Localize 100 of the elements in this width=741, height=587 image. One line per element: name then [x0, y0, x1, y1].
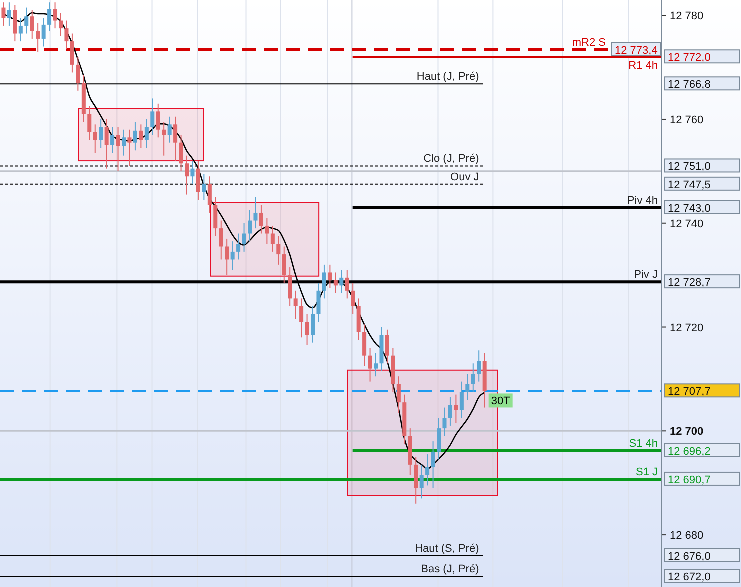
candlestick [414, 456, 418, 504]
candlestick [316, 282, 321, 323]
candlestick [42, 18, 46, 48]
candlestick [93, 124, 98, 154]
candlestick [179, 134, 184, 172]
annotation: 12 773,4 [615, 44, 658, 57]
candlestick [219, 220, 224, 260]
candlestick [368, 348, 372, 382]
ref-line-label: R1 4h [628, 60, 658, 72]
candlestick [294, 290, 298, 320]
candlestick [305, 314, 310, 346]
candlestick [168, 116, 172, 144]
candlestick [122, 129, 126, 156]
candlestick [385, 329, 390, 364]
candlestick [185, 155, 190, 196]
candlestick [276, 236, 281, 266]
series-label: 30T [491, 396, 511, 408]
candlestick [460, 381, 464, 419]
candlestick [162, 122, 166, 156]
candlestick [225, 238, 230, 276]
candlestick [351, 282, 356, 315]
candlestick [139, 124, 144, 149]
y-tick-label: 12 690,7 [668, 474, 711, 486]
candlestick [340, 270, 344, 294]
candlestick [230, 241, 235, 271]
candlestick [477, 350, 482, 382]
y-tick-label: 12 743,0 [668, 202, 711, 215]
candlestick [133, 122, 138, 152]
candlestick [300, 298, 304, 338]
candlestick [30, 10, 34, 40]
candlestick [2, 2, 6, 26]
y-tick-label: 12 751,0 [668, 161, 711, 174]
candlestick [345, 270, 350, 300]
candlestick [58, 12, 64, 37]
candlestick [362, 324, 367, 367]
candlestick [76, 56, 80, 92]
y-tick-label: 12 728,7 [668, 277, 711, 290]
candlestick [242, 222, 246, 252]
ref-line-label: S1 4h [629, 438, 658, 450]
candlestick [322, 264, 326, 300]
y-tick-label: 12 672,0 [668, 572, 711, 584]
ref-line-label: Piv 4h [627, 194, 658, 207]
candlestick [99, 118, 104, 149]
y-tick-label: 12 740 [670, 218, 704, 230]
candlestick [420, 464, 424, 500]
ref-line-label: Ouv J [450, 171, 480, 184]
y-tick-label: 12 707,7 [668, 386, 711, 398]
candlestick [426, 454, 430, 486]
candlestick [431, 441, 436, 489]
candlestick [265, 218, 270, 245]
candlestick [196, 160, 200, 200]
y-tick-label: 12 680 [670, 530, 704, 542]
ref-line-label: Haut (S, Pré) [415, 542, 480, 555]
y-tick-label: 12 676,0 [668, 550, 711, 563]
candlestick [259, 204, 264, 234]
candlestick [334, 272, 338, 294]
candlestick [24, 7, 29, 34]
ref-line-label: S1 J [636, 466, 658, 478]
ref-line-label: Piv J [634, 269, 658, 282]
candlestick [328, 264, 332, 289]
y-tick-label: 12 766,8 [668, 79, 711, 92]
candlestick [236, 233, 241, 260]
candlestick [254, 196, 258, 230]
ref-line-label: Haut (J, Pré) [416, 71, 480, 84]
candlestick [437, 418, 442, 460]
candlestick [466, 374, 470, 400]
candlestick [64, 20, 69, 50]
ref-line-label: mR2 S [572, 36, 606, 49]
candlestick [471, 363, 476, 393]
candlestick [442, 407, 447, 437]
candlestick [282, 246, 286, 284]
y-tick-label: 12 760 [670, 114, 704, 126]
candlestick [88, 106, 92, 141]
candlestick [116, 126, 120, 172]
candlestick [13, 4, 18, 42]
candlestick [150, 98, 155, 136]
candlestick [156, 103, 160, 138]
candlestick [53, 2, 58, 30]
candlestick [7, 2, 12, 26]
candlestick [288, 267, 292, 307]
candlestick [18, 18, 23, 42]
candlestick [270, 225, 275, 252]
candlestick [144, 118, 149, 149]
candlestick [396, 376, 401, 414]
candlestick [454, 394, 458, 424]
ref-line-label: Bas (J, Pré) [421, 564, 480, 576]
y-tick-label: 12 696,2 [668, 446, 711, 458]
candlestick [70, 33, 74, 74]
candlestick [110, 126, 115, 154]
y-tick-label: 12 700 [670, 426, 704, 438]
ref-line-label: Clo (J, Pré) [424, 153, 480, 166]
candlestick [248, 210, 252, 242]
candlestick [311, 306, 316, 344]
candlestick [214, 196, 218, 237]
y-tick-label: 12 747,5 [668, 179, 711, 192]
candlestick [190, 160, 195, 185]
y-tick-label: 12 772,0 [668, 52, 711, 64]
candlestick [202, 174, 206, 200]
y-tick-label: 12 720 [670, 322, 704, 334]
candlestick [36, 22, 40, 52]
